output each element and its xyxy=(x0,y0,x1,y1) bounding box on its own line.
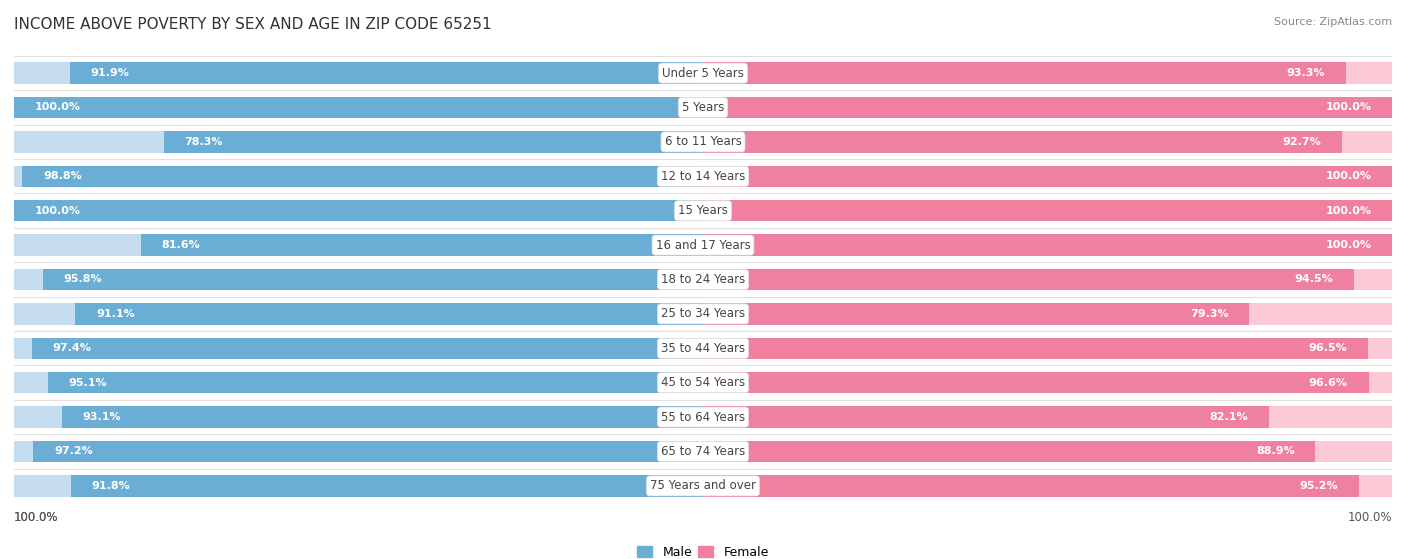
Bar xyxy=(703,338,1392,359)
Text: 79.3%: 79.3% xyxy=(1189,309,1229,319)
Bar xyxy=(32,338,703,359)
Bar xyxy=(703,338,1368,359)
Text: 100.0%: 100.0% xyxy=(14,511,59,524)
Bar xyxy=(703,372,1368,394)
Bar xyxy=(14,406,703,428)
Text: Source: ZipAtlas.com: Source: ZipAtlas.com xyxy=(1274,17,1392,27)
Bar xyxy=(14,63,703,84)
Text: 95.1%: 95.1% xyxy=(69,378,107,388)
Bar xyxy=(703,165,1392,187)
Bar xyxy=(163,131,703,153)
Bar xyxy=(703,63,1392,84)
Text: 96.6%: 96.6% xyxy=(1309,378,1348,388)
Text: 65 to 74 Years: 65 to 74 Years xyxy=(661,445,745,458)
Text: 100.0%: 100.0% xyxy=(1326,102,1371,112)
Bar xyxy=(34,441,703,462)
Bar xyxy=(14,441,703,462)
Bar xyxy=(703,441,1316,462)
Text: 78.3%: 78.3% xyxy=(184,137,222,147)
Text: 55 to 64 Years: 55 to 64 Years xyxy=(661,411,745,424)
Bar xyxy=(22,165,703,187)
Bar xyxy=(14,165,703,187)
Bar xyxy=(14,97,703,118)
Bar xyxy=(14,338,703,359)
Text: 91.9%: 91.9% xyxy=(90,68,129,78)
Text: Under 5 Years: Under 5 Years xyxy=(662,67,744,79)
Text: 100.0%: 100.0% xyxy=(35,206,80,216)
Bar xyxy=(703,269,1392,290)
Text: 100.0%: 100.0% xyxy=(1326,206,1371,216)
Bar xyxy=(703,131,1341,153)
Bar xyxy=(14,475,703,496)
Bar xyxy=(703,406,1392,428)
Bar xyxy=(76,303,703,325)
Text: 100.0%: 100.0% xyxy=(1347,511,1392,524)
Text: 97.4%: 97.4% xyxy=(52,343,91,353)
Bar xyxy=(14,200,703,221)
Text: 81.6%: 81.6% xyxy=(162,240,200,250)
Text: 93.1%: 93.1% xyxy=(83,412,121,422)
Bar xyxy=(14,303,703,325)
Bar xyxy=(703,131,1392,153)
Text: 12 to 14 Years: 12 to 14 Years xyxy=(661,170,745,183)
Bar xyxy=(703,97,1392,118)
Bar xyxy=(70,475,703,496)
Bar xyxy=(703,303,1250,325)
Bar xyxy=(48,372,703,394)
Legend: Male, Female: Male, Female xyxy=(633,541,773,559)
Text: 15 Years: 15 Years xyxy=(678,204,728,217)
Bar xyxy=(703,269,1354,290)
Bar xyxy=(703,303,1392,325)
Text: 6 to 11 Years: 6 to 11 Years xyxy=(665,135,741,148)
Bar xyxy=(62,406,703,428)
Text: INCOME ABOVE POVERTY BY SEX AND AGE IN ZIP CODE 65251: INCOME ABOVE POVERTY BY SEX AND AGE IN Z… xyxy=(14,17,492,32)
Text: 95.2%: 95.2% xyxy=(1299,481,1339,491)
Text: 82.1%: 82.1% xyxy=(1209,412,1249,422)
Text: 96.5%: 96.5% xyxy=(1309,343,1347,353)
Text: 100.0%: 100.0% xyxy=(14,511,59,524)
Text: 100.0%: 100.0% xyxy=(35,102,80,112)
Text: 93.3%: 93.3% xyxy=(1286,68,1324,78)
Text: 97.2%: 97.2% xyxy=(53,447,93,457)
Text: 5 Years: 5 Years xyxy=(682,101,724,114)
Text: 95.8%: 95.8% xyxy=(63,274,103,285)
Bar xyxy=(703,234,1392,256)
Text: 100.0%: 100.0% xyxy=(1326,240,1371,250)
Bar xyxy=(14,200,703,221)
Text: 35 to 44 Years: 35 to 44 Years xyxy=(661,342,745,355)
Text: 45 to 54 Years: 45 to 54 Years xyxy=(661,376,745,389)
Bar xyxy=(703,165,1392,187)
Bar xyxy=(703,475,1358,496)
Bar xyxy=(703,234,1392,256)
Bar xyxy=(703,97,1392,118)
Text: 75 Years and over: 75 Years and over xyxy=(650,480,756,492)
Bar xyxy=(703,475,1392,496)
Text: 98.8%: 98.8% xyxy=(44,171,82,181)
Text: 25 to 34 Years: 25 to 34 Years xyxy=(661,307,745,320)
Bar xyxy=(14,131,703,153)
Bar xyxy=(44,269,703,290)
Text: 100.0%: 100.0% xyxy=(1326,171,1371,181)
Bar xyxy=(14,234,703,256)
Bar xyxy=(703,372,1392,394)
Text: 92.7%: 92.7% xyxy=(1282,137,1322,147)
Bar xyxy=(141,234,703,256)
Text: 94.5%: 94.5% xyxy=(1295,274,1333,285)
Bar xyxy=(70,63,703,84)
Text: 91.1%: 91.1% xyxy=(96,309,135,319)
Text: 91.8%: 91.8% xyxy=(91,481,129,491)
Bar xyxy=(703,63,1346,84)
Bar xyxy=(14,97,703,118)
Bar xyxy=(703,200,1392,221)
Text: 18 to 24 Years: 18 to 24 Years xyxy=(661,273,745,286)
Bar xyxy=(14,372,703,394)
Bar xyxy=(14,269,703,290)
Text: 88.9%: 88.9% xyxy=(1256,447,1295,457)
Bar xyxy=(703,200,1392,221)
Text: 16 and 17 Years: 16 and 17 Years xyxy=(655,239,751,252)
Bar xyxy=(703,441,1392,462)
Bar xyxy=(703,406,1268,428)
